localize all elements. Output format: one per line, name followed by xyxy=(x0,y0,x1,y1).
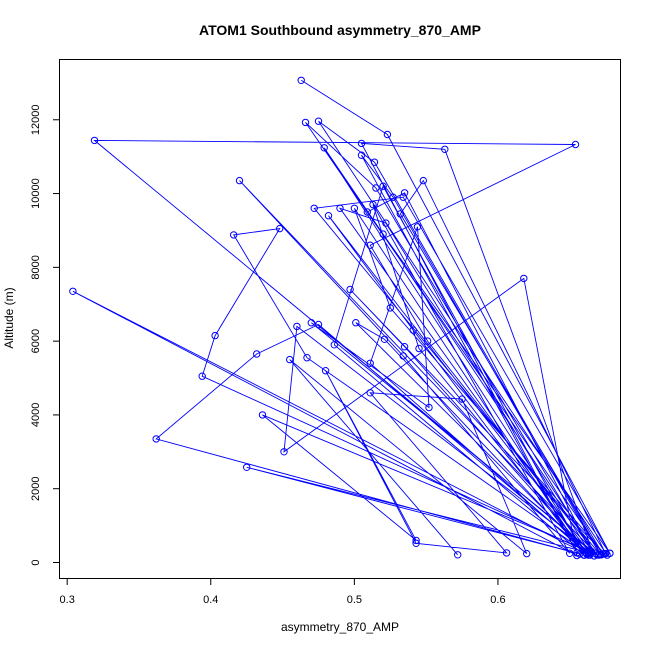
data-point xyxy=(576,550,584,558)
x-tick-label: 0.6 xyxy=(490,594,505,606)
x-tick-label: 0.5 xyxy=(347,594,362,606)
y-tick-label: 6000 xyxy=(30,329,42,353)
y-tick-label: 0 xyxy=(30,559,42,565)
x-axis: 0.3 0.4 0.5 0.6 xyxy=(60,578,506,606)
data-point xyxy=(280,448,288,456)
chart-title: ATOM1 Southbound asymmetry_870_AMP xyxy=(199,22,481,38)
y-tick-label: 4000 xyxy=(30,403,42,427)
data-point xyxy=(235,176,244,185)
data-point xyxy=(357,139,366,148)
data-point xyxy=(587,549,595,557)
data-point xyxy=(523,549,531,558)
data-point xyxy=(458,395,466,403)
data-point xyxy=(502,549,511,557)
data-point xyxy=(152,435,160,443)
data-point xyxy=(382,219,390,227)
data-point xyxy=(584,549,593,557)
data-point xyxy=(321,367,330,375)
data-point xyxy=(379,230,387,238)
data-point xyxy=(310,204,318,213)
data-point xyxy=(320,144,328,152)
data-point xyxy=(336,204,344,213)
data-point xyxy=(409,326,417,334)
data-point xyxy=(69,287,77,295)
data-point xyxy=(198,372,206,380)
data-point xyxy=(423,337,432,345)
y-tick-label: 8000 xyxy=(30,255,42,279)
data-point xyxy=(366,389,374,397)
data-point xyxy=(314,117,323,125)
data-point xyxy=(383,130,392,139)
data-point xyxy=(307,319,315,327)
data-point xyxy=(594,551,603,559)
data-point xyxy=(400,343,409,351)
data-point xyxy=(400,189,409,197)
data-point xyxy=(350,204,359,213)
data-point xyxy=(399,193,407,201)
y-tick-label: 12000 xyxy=(30,104,42,135)
series-layer xyxy=(72,79,611,557)
data-point xyxy=(243,463,251,471)
data-point xyxy=(330,341,338,349)
data-point xyxy=(571,140,580,149)
data-point xyxy=(419,176,427,185)
data-point xyxy=(386,304,394,312)
data-point xyxy=(357,151,366,159)
data-point xyxy=(297,76,305,85)
data-point xyxy=(379,182,387,190)
data-point xyxy=(399,352,407,360)
data-point xyxy=(586,551,594,559)
y-tick-label: 10000 xyxy=(30,178,42,209)
data-point xyxy=(314,320,323,329)
data-point xyxy=(352,319,360,327)
data-point xyxy=(520,274,528,283)
data-point xyxy=(413,223,422,231)
data-point xyxy=(211,331,219,340)
y-tick-label: 2000 xyxy=(30,476,42,500)
data-point xyxy=(324,212,333,220)
data-point xyxy=(380,335,389,343)
data-point xyxy=(441,145,449,154)
x-tick-label: 0.3 xyxy=(60,594,75,606)
data-point xyxy=(425,403,433,412)
data-point xyxy=(346,285,354,294)
data-point xyxy=(366,241,374,249)
data-point xyxy=(415,344,423,353)
data-point xyxy=(412,536,420,545)
data-point xyxy=(370,158,379,166)
data-point xyxy=(580,551,588,559)
data-point xyxy=(369,200,377,209)
data-point xyxy=(230,231,238,239)
data-point xyxy=(389,193,397,201)
data-point xyxy=(606,549,614,557)
data-point xyxy=(454,551,462,559)
data-point xyxy=(301,118,310,127)
y-axis: 0 2000 4000 6000 8000 10000 12000 xyxy=(30,104,60,566)
data-point xyxy=(253,350,261,358)
data-point xyxy=(293,322,301,331)
data-point xyxy=(396,210,404,218)
data-point xyxy=(286,355,294,364)
data-point xyxy=(90,136,99,145)
data-point xyxy=(412,539,420,547)
data-point xyxy=(258,411,267,419)
data-point xyxy=(583,550,591,559)
points-layer xyxy=(69,76,614,560)
data-point xyxy=(363,208,371,216)
data-point xyxy=(303,354,311,362)
data-point xyxy=(566,549,574,557)
data-point xyxy=(366,359,374,367)
x-tick-label: 0.4 xyxy=(203,594,218,606)
y-axis-label: Altitude (m) xyxy=(2,287,16,348)
data-point xyxy=(372,184,380,192)
series-line xyxy=(72,79,611,557)
data-point xyxy=(276,224,284,233)
x-axis-label: asymmetry_870_AMP xyxy=(281,620,399,634)
